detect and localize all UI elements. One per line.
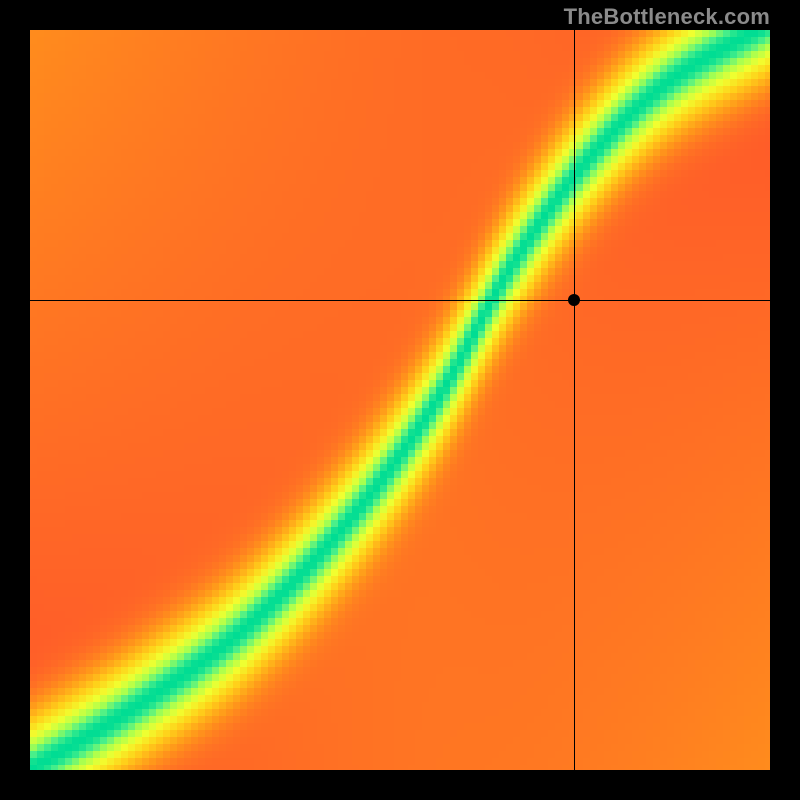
crosshair-vertical xyxy=(574,30,575,770)
bottleneck-heatmap xyxy=(30,30,770,770)
crosshair-horizontal xyxy=(30,300,770,301)
figure-root: TheBottleneck.com xyxy=(0,0,800,800)
plot-area xyxy=(30,30,770,770)
selected-point-marker xyxy=(568,294,580,306)
watermark-label: TheBottleneck.com xyxy=(564,4,770,30)
